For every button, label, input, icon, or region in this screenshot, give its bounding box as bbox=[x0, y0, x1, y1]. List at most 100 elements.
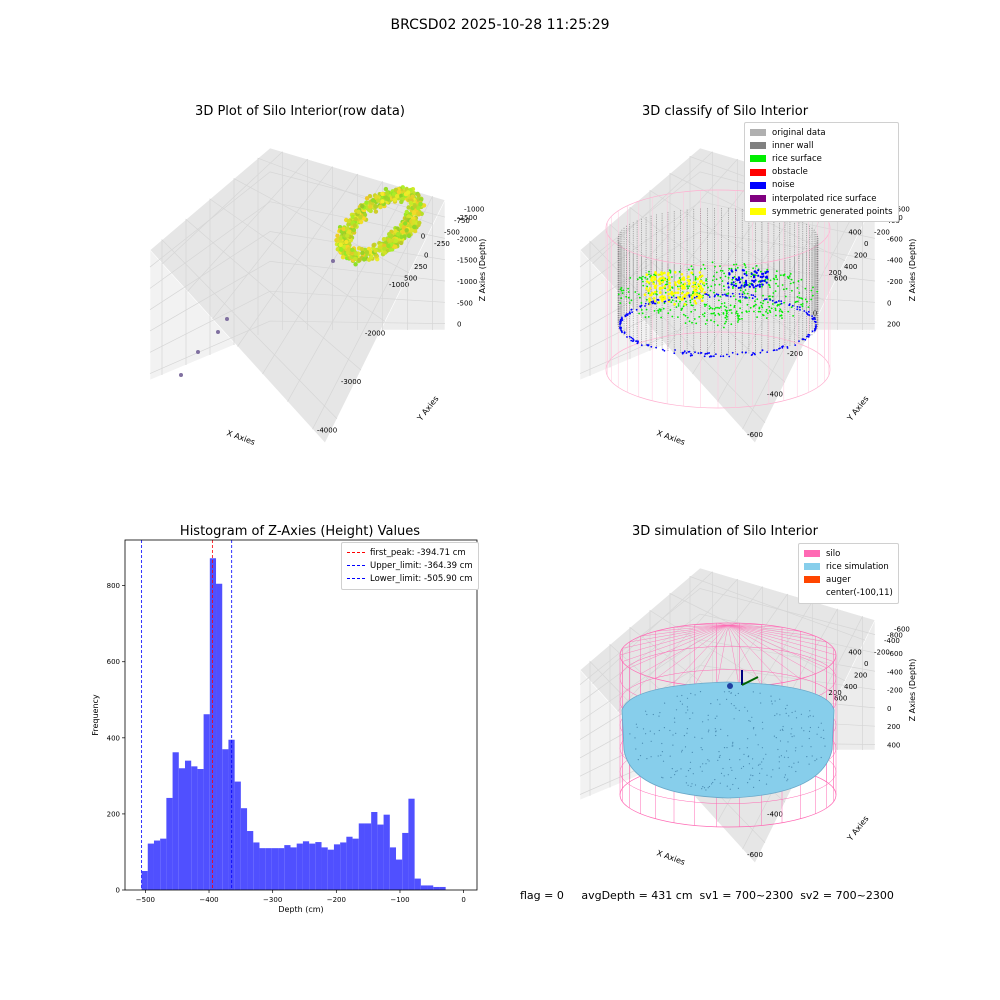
p2-symmetric-point bbox=[674, 291, 677, 295]
p1-outlier-point bbox=[179, 373, 183, 377]
p2-symmetric-point bbox=[699, 280, 702, 283]
p2-noise-point bbox=[640, 344, 643, 347]
histogram-bar bbox=[340, 842, 347, 890]
p4-ytick: 200 bbox=[854, 671, 867, 679]
p4-rice-point bbox=[681, 749, 683, 751]
p2-rice-point bbox=[657, 310, 660, 312]
p2-rice-point bbox=[718, 314, 721, 316]
p2-noise-point bbox=[708, 352, 711, 354]
p2-noise-point bbox=[728, 272, 731, 275]
p2-rice-point bbox=[797, 280, 800, 283]
p4-rice-point bbox=[672, 734, 674, 736]
p1-point bbox=[381, 237, 387, 242]
p4-rice-point bbox=[671, 768, 673, 770]
p2-symmetric-point bbox=[701, 288, 704, 291]
p4-ztick: -200 bbox=[887, 687, 903, 695]
p2-rice-point bbox=[689, 299, 692, 302]
p4-rice-point bbox=[820, 722, 822, 724]
p2-rice-point bbox=[754, 300, 756, 302]
y-tick-label: 0 bbox=[116, 887, 120, 895]
histogram-bar bbox=[234, 781, 241, 890]
p4-rice-point bbox=[735, 777, 737, 780]
p2-rice-point bbox=[746, 311, 748, 313]
p4-rice-point bbox=[811, 755, 813, 757]
p4-rice-point bbox=[690, 785, 692, 787]
p2-noise-point bbox=[737, 277, 741, 280]
p4-rice-point bbox=[653, 733, 655, 735]
p2-symmetric-point bbox=[653, 290, 657, 294]
p2-noise-point bbox=[726, 282, 730, 285]
p2-rice-point bbox=[804, 298, 807, 301]
p4-rice-point bbox=[761, 761, 763, 763]
p2-rice-point bbox=[686, 285, 689, 288]
p2-rice-point bbox=[723, 302, 726, 304]
p2-rice-point bbox=[732, 285, 734, 288]
p2-noise-point bbox=[717, 293, 720, 296]
p2-rice-point bbox=[792, 281, 795, 284]
p2-symmetric-point bbox=[645, 273, 649, 276]
p2-symmetric-point bbox=[668, 296, 671, 299]
p4-rice-point bbox=[637, 759, 639, 761]
p4-rice-point bbox=[761, 721, 764, 723]
p1-point bbox=[359, 247, 365, 252]
p4-rice-point bbox=[810, 746, 812, 748]
p2-rice-point bbox=[677, 305, 680, 307]
p2-symmetric-point bbox=[650, 276, 654, 279]
panel1-title: 3D Plot of Silo Interior(row data) bbox=[195, 104, 405, 119]
p1-ygrid bbox=[162, 151, 283, 265]
p2-symmetric-point bbox=[652, 297, 656, 300]
p2-rice-point bbox=[705, 283, 708, 285]
p2-rice-point bbox=[692, 290, 695, 293]
p2-ytick: 200 bbox=[854, 251, 867, 259]
p2-rice-point bbox=[714, 265, 716, 268]
p2-symmetric-point bbox=[690, 296, 694, 299]
p2-rice-point bbox=[676, 285, 679, 288]
p4-rice-point bbox=[793, 762, 795, 764]
p2-rice-point bbox=[679, 300, 681, 303]
panel3-title: Histogram of Z-Axies (Height) Values bbox=[179, 524, 421, 539]
p4-rice-point bbox=[674, 721, 676, 723]
p2-rice-point bbox=[639, 276, 641, 279]
p2-rice-point bbox=[667, 312, 670, 315]
p4-ylabel: Y Axies bbox=[845, 814, 871, 843]
p2-rice-point bbox=[712, 275, 715, 278]
p4-rice-point bbox=[694, 694, 696, 696]
p2-xtick: 200 bbox=[828, 269, 841, 277]
legend-entry: noise bbox=[750, 179, 893, 192]
p2-noise-point bbox=[731, 292, 734, 295]
p2-rice-point bbox=[646, 298, 648, 301]
p2-rice-point bbox=[671, 299, 674, 302]
p1-point bbox=[393, 229, 398, 234]
p2-rice-point bbox=[750, 275, 753, 278]
p2-noise-point bbox=[758, 283, 761, 286]
p2-rice-point bbox=[782, 288, 785, 291]
p2-noise-point bbox=[732, 281, 735, 284]
legend-swatch bbox=[750, 195, 766, 203]
p2-rice-point bbox=[705, 303, 708, 306]
p1-point bbox=[382, 250, 387, 255]
p2-rice-point bbox=[790, 306, 793, 309]
p2-rice-point bbox=[671, 276, 673, 278]
p2-rice-point bbox=[630, 299, 633, 302]
p4-rice-point bbox=[707, 731, 709, 733]
p4-rice-point bbox=[707, 759, 709, 761]
p2-noise-point bbox=[741, 293, 744, 296]
p2-noise-point bbox=[631, 337, 634, 340]
p4-rice-point bbox=[758, 779, 760, 782]
p2-rice-point bbox=[735, 310, 738, 313]
p4-rice-point bbox=[646, 713, 648, 716]
p2-noise-point bbox=[806, 335, 809, 338]
p2-rice-point bbox=[640, 302, 643, 304]
p2-rice-point bbox=[622, 289, 625, 292]
p2-rice-point bbox=[663, 302, 666, 305]
p2-noise-point bbox=[796, 308, 799, 311]
p2-noise-point bbox=[726, 295, 729, 297]
p2-noise-point bbox=[740, 284, 743, 287]
p1-point bbox=[338, 247, 344, 252]
p2-rice-point bbox=[743, 282, 746, 284]
p1-point bbox=[402, 234, 407, 239]
p2-noise-point bbox=[813, 316, 816, 319]
p2-rice-point bbox=[675, 306, 678, 308]
p1-xtick: -2000 bbox=[365, 330, 385, 338]
p2-noise-point bbox=[765, 298, 768, 300]
